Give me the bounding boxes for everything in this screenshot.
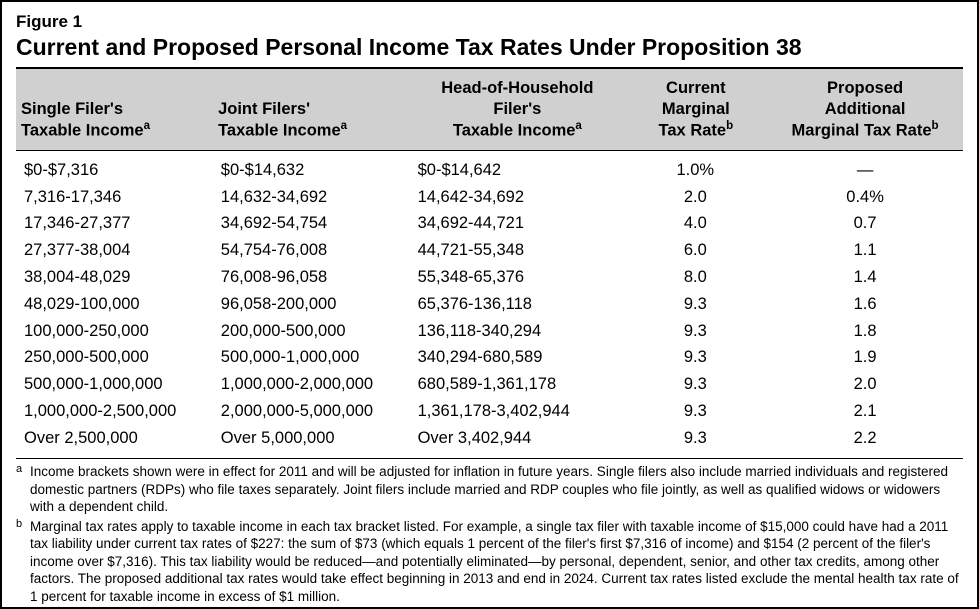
table-header: Single Filer's Taxable Incomea Joint Fil… [16,67,963,151]
table-cell: 34,692-54,754 [217,211,414,238]
table-body: $0-$7,316$0-$14,632$0-$14,6421.0%—7,316-… [16,151,963,454]
table-cell: 14,642-34,692 [414,184,620,211]
header-col-proposed: Proposed Additional Marginal Tax Rateb [771,77,959,142]
table-cell: 100,000-250,000 [20,318,217,345]
table-cell: — [771,157,959,184]
table-cell: 1.8 [771,318,959,345]
table-cell: 9.3 [619,345,771,372]
table-row: 27,377-38,00454,754-76,00844,721-55,3486… [20,238,959,265]
header-col-hoh: Head-of-Household Filer's Taxable Income… [414,77,620,142]
table-cell: 1.0% [619,157,771,184]
table-cell: $0-$14,632 [217,157,414,184]
table-cell: 0.4% [771,184,959,211]
table-row: 100,000-250,000200,000-500,000136,118-34… [20,318,959,345]
table-cell: 34,692-44,721 [414,211,620,238]
table-cell: 340,294-680,589 [414,345,620,372]
table-row: $0-$7,316$0-$14,632$0-$14,6421.0%— [20,157,959,184]
table-cell: Over 3,402,944 [414,425,620,452]
table-cell: 27,377-38,004 [20,238,217,265]
table-cell: 200,000-500,000 [217,318,414,345]
table-row: 7,316-17,34614,632-34,69214,642-34,6922.… [20,184,959,211]
table-cell: 65,376-136,118 [414,291,620,318]
table-cell: 55,348-65,376 [414,265,620,292]
figure-label: Figure 1 [16,12,963,32]
table-cell: 9.3 [619,399,771,426]
table-row: 250,000-500,000500,000-1,000,000340,294-… [20,345,959,372]
table-cell: 7,316-17,346 [20,184,217,211]
table-cell: 250,000-500,000 [20,345,217,372]
footnotes: a Income brackets shown were in effect f… [16,458,963,605]
table-cell: 38,004-48,029 [20,265,217,292]
table-row: 1,000,000-2,500,0002,000,000-5,000,0001,… [20,399,959,426]
table-cell: 9.3 [619,291,771,318]
table-row: 38,004-48,02976,008-96,05855,348-65,3768… [20,265,959,292]
table-cell: 136,118-340,294 [414,318,620,345]
table-cell: 76,008-96,058 [217,265,414,292]
table-cell: 1.4 [771,265,959,292]
table-cell: $0-$14,642 [414,157,620,184]
table-cell: 1,000,000-2,000,000 [217,372,414,399]
table-cell: $0-$7,316 [20,157,217,184]
table-row: 500,000-1,000,0001,000,000-2,000,000680,… [20,372,959,399]
table-cell: Over 2,500,000 [20,425,217,452]
table-cell: 4.0 [619,211,771,238]
table-cell: 2,000,000-5,000,000 [217,399,414,426]
table-cell: 2.1 [771,399,959,426]
table-cell: 2.0 [619,184,771,211]
table-cell: 2.2 [771,425,959,452]
table-cell: 1.1 [771,238,959,265]
table-cell: 96,058-200,000 [217,291,414,318]
table-cell: 48,029-100,000 [20,291,217,318]
footnote-b: b Marginal tax rates apply to taxable in… [16,518,963,606]
table-cell: 1.9 [771,345,959,372]
header-col-single: Single Filer's Taxable Incomea [20,77,217,142]
table-cell: 680,589-1,361,178 [414,372,620,399]
table-cell: 6.0 [619,238,771,265]
table-row: 48,029-100,00096,058-200,00065,376-136,1… [20,291,959,318]
table-cell: 1.6 [771,291,959,318]
table-cell: 14,632-34,692 [217,184,414,211]
table-row: Over 2,500,000Over 5,000,000Over 3,402,9… [20,425,959,452]
table-cell: 8.0 [619,265,771,292]
table-cell: 9.3 [619,372,771,399]
table-cell: Over 5,000,000 [217,425,414,452]
table-cell: 9.3 [619,425,771,452]
table-cell: 1,000,000-2,500,000 [20,399,217,426]
table-cell: 500,000-1,000,000 [20,372,217,399]
table-cell: 54,754-76,008 [217,238,414,265]
table-cell: 44,721-55,348 [414,238,620,265]
table-cell: 500,000-1,000,000 [217,345,414,372]
table-cell: 2.0 [771,372,959,399]
header-col-joint: Joint Filers' Taxable Incomea [217,77,414,142]
table-row: 17,346-27,37734,692-54,75434,692-44,7214… [20,211,959,238]
header-col-current: Current Marginal Tax Rateb [621,77,772,142]
table-cell: 17,346-27,377 [20,211,217,238]
footnote-a: a Income brackets shown were in effect f… [16,463,963,516]
figure-title: Current and Proposed Personal Income Tax… [16,34,963,61]
table-cell: 0.7 [771,211,959,238]
table-cell: 9.3 [619,318,771,345]
table-cell: 1,361,178-3,402,944 [414,399,620,426]
figure-container: Figure 1 Current and Proposed Personal I… [0,0,979,609]
